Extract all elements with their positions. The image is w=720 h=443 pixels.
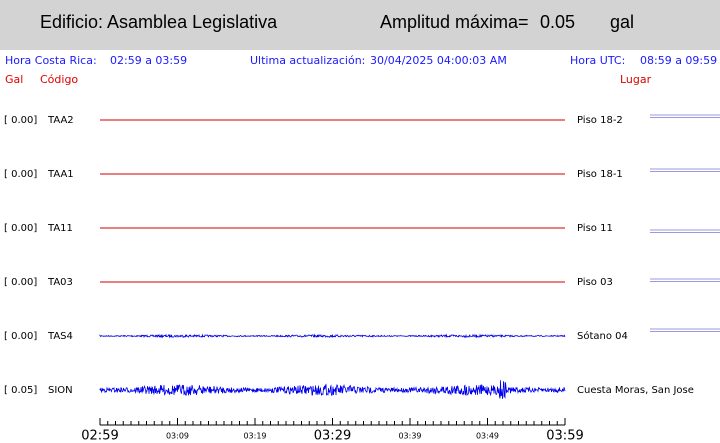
channel-place: Cuesta Moras, San Jose [577, 385, 694, 396]
amplitude: [ 0.00] [4, 169, 37, 180]
amplitude: [ 0.05] [4, 385, 37, 396]
time-label: 03:19 [243, 432, 266, 441]
update-value: 30/04/2025 04:00:03 AM [370, 54, 507, 67]
amplitude: [ 0.00] [4, 223, 37, 234]
trace [99, 333, 566, 339]
code-header: Código [40, 73, 78, 86]
amplitude: [ 0.00] [4, 115, 37, 126]
local-range: 02:59 a 03:59 [110, 54, 187, 67]
channel-code: TA03 [47, 277, 73, 288]
channel-code: TAS4 [47, 331, 73, 342]
time-label: 03:49 [476, 432, 499, 441]
building-title: Edificio: Asamblea Legislativa [40, 12, 278, 32]
channel-code: SION [48, 385, 73, 396]
update-label: Ultima actualización: [250, 54, 365, 67]
channel-code: TA11 [47, 223, 73, 234]
utc-range: 08:59 a 09:59 [640, 54, 717, 67]
time-label: 03:29 [314, 429, 351, 443]
channel-place: Piso 18-1 [577, 169, 623, 180]
channel-place: Piso 18-2 [577, 115, 623, 126]
max-unit: gal [610, 12, 634, 32]
amplitude: [ 0.00] [4, 277, 37, 288]
channel-place: Sótano 04 [577, 330, 628, 342]
header-band [0, 0, 720, 50]
max-value: 0.05 [540, 12, 575, 32]
time-label: 03:09 [166, 432, 189, 441]
place-header: Lugar [620, 73, 652, 86]
utc-label: Hora UTC: [570, 54, 625, 67]
channel-place: Piso 11 [577, 223, 613, 234]
max-label: Amplitud máxima= [380, 12, 529, 32]
time-label: 03:39 [398, 432, 421, 441]
trace [99, 380, 566, 399]
channel-code: TAA2 [47, 115, 74, 126]
amplitude: [ 0.00] [4, 331, 37, 342]
side-marks [650, 114, 720, 332]
time-label: 03:59 [546, 429, 583, 443]
channel-code: TAA1 [47, 169, 74, 180]
gal-header: Gal [5, 73, 23, 86]
local-label: Hora Costa Rica: [5, 54, 97, 67]
time-label: 02:59 [81, 429, 118, 443]
channel-place: Piso 03 [577, 277, 613, 288]
